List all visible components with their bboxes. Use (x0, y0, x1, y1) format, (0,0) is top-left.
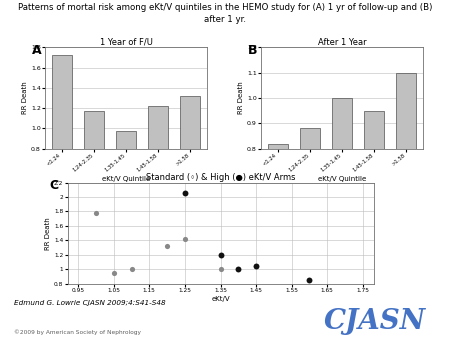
Text: B: B (248, 44, 257, 57)
Text: after 1 yr.: after 1 yr. (204, 15, 246, 24)
Point (306, 277, 313, 283)
Point (128, 267, 135, 272)
Title: 1 Year of F/U: 1 Year of F/U (99, 38, 153, 47)
Point (163, 244, 171, 249)
Point (181, 191, 189, 196)
Y-axis label: RR Death: RR Death (22, 82, 28, 114)
Text: CJASN: CJASN (324, 308, 426, 335)
Title: Standard (◦) & High (●) eKt/V Arms: Standard (◦) & High (●) eKt/V Arms (146, 173, 295, 182)
Y-axis label: RR Death: RR Death (238, 82, 244, 114)
Bar (396, 73, 416, 338)
Text: ©2009 by American Society of Nephrology: ©2009 by American Society of Nephrology (14, 329, 140, 335)
Point (252, 263, 260, 268)
Point (252, 263, 260, 268)
Text: Edmund G. Lowrie CJASN 2009;4:S41-S48: Edmund G. Lowrie CJASN 2009;4:S41-S48 (14, 300, 165, 306)
Point (217, 252, 224, 258)
Y-axis label: RR Death: RR Death (45, 217, 51, 249)
X-axis label: eKt/V Quintile: eKt/V Quintile (102, 176, 150, 182)
Bar (85, 111, 104, 230)
Bar (364, 111, 383, 338)
Text: C: C (50, 179, 58, 192)
Text: Patterns of mortal risk among eKt/V quintiles in the HEMO study for (A) 1 yr of : Patterns of mortal risk among eKt/V quin… (18, 3, 432, 13)
Bar (301, 128, 320, 338)
Point (181, 236, 189, 242)
Point (217, 267, 224, 272)
Point (110, 270, 117, 276)
X-axis label: eKt/V Quintile: eKt/V Quintile (318, 176, 366, 182)
Bar (52, 55, 72, 230)
Point (92, 210, 99, 216)
Bar (180, 96, 200, 230)
Bar (333, 98, 351, 338)
Bar (268, 144, 288, 338)
Bar (117, 131, 135, 230)
X-axis label: eKt/V: eKt/V (211, 296, 230, 302)
Bar (148, 106, 167, 230)
Text: A: A (32, 44, 41, 57)
Title: After 1 Year: After 1 Year (318, 38, 366, 47)
Point (235, 267, 242, 272)
